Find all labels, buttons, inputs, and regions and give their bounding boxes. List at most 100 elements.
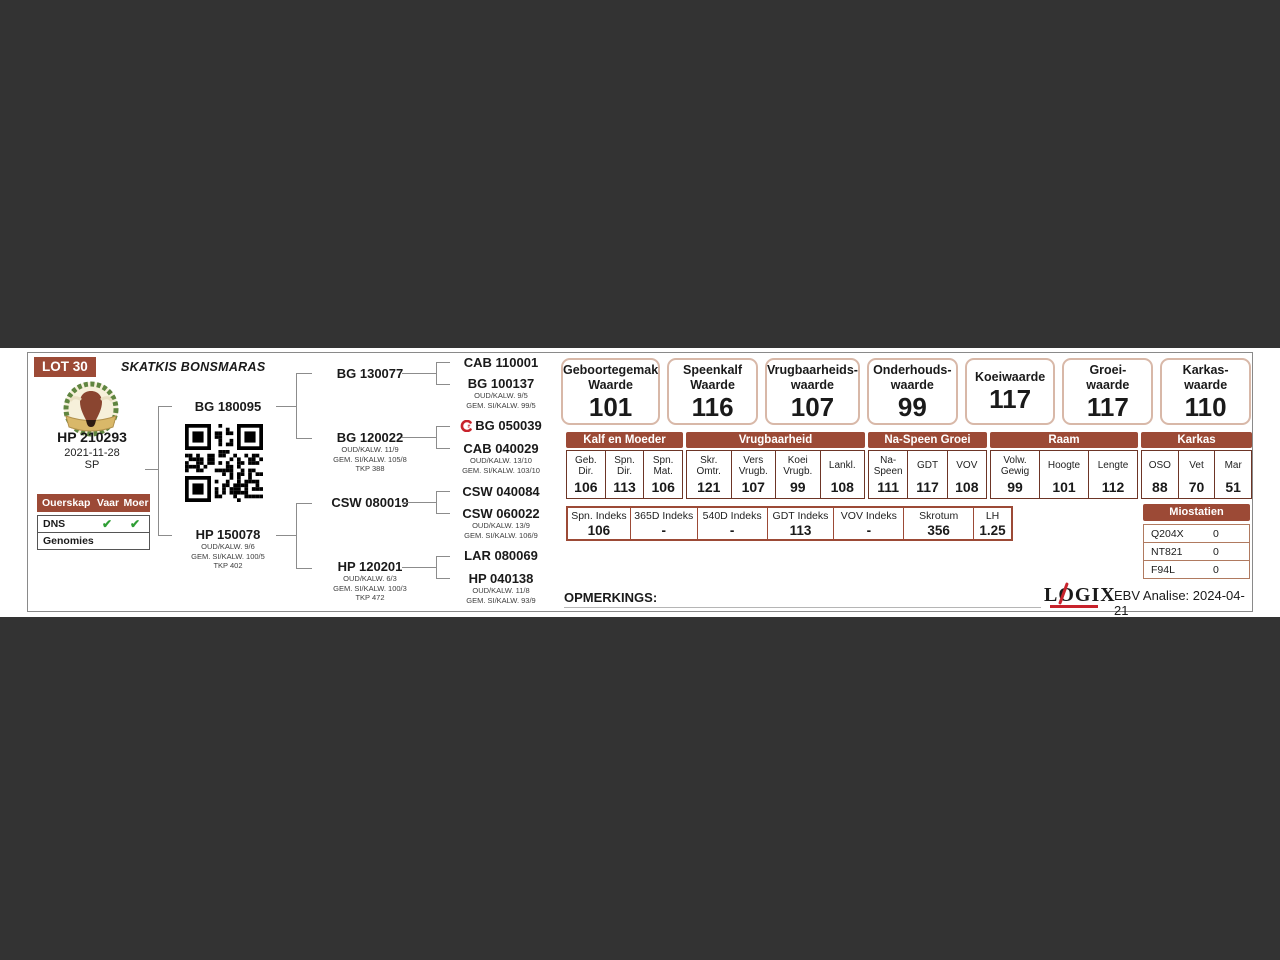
index-cell-skrotum: Skrotum 356	[904, 508, 975, 539]
pedigree-line	[402, 437, 436, 438]
pedigree-node-ds-sire: CSW 040084	[462, 484, 540, 499]
catalog-card: LOT 30 SKATKIS BONSMARAS HP 210293 2021-…	[27, 352, 1253, 618]
parentage-header-sire: Vaar	[96, 497, 120, 509]
pedigree-line	[436, 362, 450, 363]
ebv-analysis-date: EBV Analise: 2024-04-21	[1114, 588, 1245, 618]
index-cell-spn: Spn. Indeks 106	[568, 508, 631, 539]
pedigree-node-ds-dam: CSW 060022 OUD/KALW. 13/9 GEM. SI/KALW. …	[462, 506, 540, 540]
value-boxes: Geboortegemak Waarde 101 Speenkalf Waard…	[561, 358, 1251, 425]
parentage-header: Ouerskap Vaar Moer	[37, 494, 150, 512]
ebv-cell: Vers Vrugb. 107	[732, 451, 776, 498]
pedigree-line	[402, 502, 436, 503]
pedigree-line	[436, 384, 450, 385]
miostatien-row: F94L 0	[1143, 560, 1250, 579]
miostatien-row: NT821 0	[1143, 542, 1250, 561]
animal-id: HP 210293	[57, 429, 127, 445]
ebv-cell: Lankl. 108	[828, 460, 856, 495]
bull-logo-icon	[63, 381, 119, 437]
logix-logo: L O GIX	[1044, 584, 1116, 606]
pedigree-line	[276, 535, 296, 536]
pedigree-line	[436, 556, 450, 557]
value-box-vrugbaarheid: Vrugbaarheids- waarde 107	[764, 358, 860, 425]
breed-logo	[62, 380, 120, 442]
pedigree-node-dd-sire: LAR 080069	[464, 548, 538, 563]
ebv-cell: GDT 117	[908, 451, 948, 498]
pedigree-line	[296, 503, 297, 569]
miostatien-row: Q204X 0	[1143, 524, 1250, 543]
pedigree-line	[296, 373, 312, 374]
pedigree-line	[402, 373, 436, 374]
index-cell-365d: 365D Indeks -	[631, 508, 698, 539]
pedigree-node-dam: HP 150078 OUD/KALW. 9/6 GEM. SI/KALW. 10…	[191, 527, 265, 570]
ebv-group-kalf-en-moeder: Kalf en Moeder Geb. Dir. 106 Spn. Dir. 113…	[566, 432, 683, 499]
parentage-table: Ouerskap Vaar Moer DNS ✔ ✔ Genomies	[37, 494, 150, 550]
pedigree-line	[436, 426, 450, 427]
pedigree-node-sire-dam: BG 120022 OUD/KALW. 11/9 GEM. SI/KALW. 1…	[333, 430, 407, 473]
parentage-header-label: Ouerskap	[42, 497, 91, 509]
pedigree-node-ss-dam: BG 100137 OUD/KALW. 9/5 GEM. SI/KALW. 99…	[466, 376, 536, 410]
ebv-cell: Spn. Dir. 113	[606, 451, 645, 498]
ebv-group-vrugbaarheid: Vrugbaarheid Skr. Omtr. 121 Vers Vrugb. 10…	[686, 432, 865, 499]
pedigree-node-ss-sire: CAB 110001	[463, 355, 539, 370]
lot-badge: LOT 30	[34, 357, 96, 377]
ebv-group-raam: Raam Volw. Gewig 99 Hoogte 101 Lengte 112	[990, 432, 1138, 499]
index-cell-540d: 540D Indeks -	[698, 508, 768, 539]
parentage-header-dam: Moer	[123, 497, 149, 509]
value-box-koei: Koeiwaarde 117	[964, 358, 1056, 425]
pedigree-line	[436, 426, 437, 449]
animal-birth-date: 2021-11-28	[64, 447, 120, 459]
index-cell-lh: LH 1.25	[979, 509, 1006, 538]
ebv-cell: Lengte 112	[1097, 460, 1129, 495]
ebv-cell: Geb. Dir. 106	[567, 451, 606, 498]
pedigree-line	[402, 567, 436, 568]
pedigree-line	[296, 438, 312, 439]
index-row: Spn. Indeks 106 365D Indeks - 540D Indek…	[566, 506, 1013, 541]
pedigree-line	[296, 568, 312, 569]
remarks-rule	[564, 607, 1041, 608]
pedigree-line	[436, 491, 450, 492]
ebv-cell: Skr. Omtr. 121	[687, 451, 732, 498]
qr-code	[185, 424, 263, 502]
check-icon: ✔	[129, 517, 141, 531]
ebv-group-na-speen-groei: Na-Speen Groei Na- Speen 111 GDT 117 VOV …	[868, 432, 987, 499]
pedigree-node-sd-sire: BG 050039	[439, 418, 563, 433]
pedigree-line	[436, 362, 437, 385]
pedigree-node-dam-sire: CSW 080019	[331, 495, 409, 510]
miostatien-table: Miostatien Q204X 0 NT821 0 F94L 0	[1143, 504, 1250, 579]
ebv-cell: OSO 88	[1142, 451, 1179, 498]
pedigree-line	[436, 556, 437, 579]
index-cell-vov: VOV Indeks -	[834, 508, 905, 539]
logix-tagline	[1050, 605, 1098, 608]
pedigree-node-sire-sire: BG 130077	[336, 366, 404, 381]
animal-status: SP	[84, 459, 100, 471]
ebv-cell: Koei Vrugb. 99	[776, 451, 821, 498]
check-icon: ✔	[101, 517, 113, 531]
pedigree-line	[158, 535, 172, 536]
pedigree-line	[296, 373, 297, 439]
farm-title: SKATKIS BONSMARAS	[121, 360, 266, 374]
ebv-cell: Vet 70	[1179, 451, 1216, 498]
value-box-groei: Groei- waarde 117	[1062, 358, 1154, 425]
parentage-row-dns: DNS ✔ ✔	[37, 515, 150, 533]
pedigree-line	[276, 406, 296, 407]
ebv-cell: Spn. Mat. 106	[651, 454, 675, 496]
value-box-geboortegemak: Geboortegemak Waarde 101	[561, 358, 661, 425]
value-box-onderhoud: Onderhouds- waarde 99	[866, 358, 958, 425]
pedigree-node-sd-dam: CAB 040029 OUD/KALW. 13/10 GEM. SI/KALW.…	[462, 441, 540, 475]
pedigree-line	[436, 491, 437, 514]
ebv-cell: Volw. Gewig 99	[991, 451, 1040, 498]
ebv-cell: VOV 108	[955, 460, 979, 495]
qr-code-image	[185, 424, 263, 502]
pedigree-line	[436, 448, 450, 449]
pedigree-line	[296, 503, 312, 504]
pedigree-node-sire: BG 180095	[194, 399, 262, 414]
index-cell-gdt: GDT Indeks 113	[768, 508, 835, 539]
ebv-cell: Na- Speen 111	[869, 451, 909, 498]
miostatien-header: Miostatien	[1143, 504, 1250, 521]
pedigree-line	[145, 469, 158, 470]
ebv-cell: Mar 51	[1224, 460, 1242, 495]
pedigree-line	[436, 578, 450, 579]
ebv-cell: Hoogte 101	[1040, 451, 1089, 498]
parentage-row-label: Genomies	[43, 535, 94, 547]
